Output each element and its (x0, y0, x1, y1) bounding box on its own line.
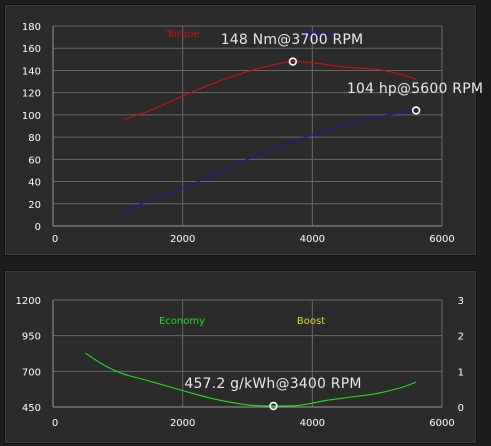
series-torque-line (124, 60, 417, 120)
x-tick-label: 4000 (300, 418, 325, 429)
x-tick-label: 0 (52, 234, 58, 245)
y-tick-label: 450 (22, 403, 41, 414)
y-tick-label: 700 (22, 367, 41, 378)
y-tick-label: 120 (22, 89, 41, 100)
y-tick-label: 160 (22, 44, 41, 55)
y-tick-label: 140 (22, 66, 41, 77)
x-tick-label: 6000 (429, 418, 454, 429)
y-tick-label: 950 (22, 332, 41, 343)
y2-tick-label: 3 (458, 296, 464, 307)
annotation-label: 104 hp@5600 RPM (347, 81, 483, 97)
annotation-marker (411, 106, 421, 115)
x-tick-label: 2000 (170, 418, 195, 429)
y2-tick-label: 1 (458, 367, 464, 378)
torque-power-panel: 0 20 40 60 80 100 120 140 160 180 0 2000 4000 6000 Tor… (4, 4, 483, 256)
torque-power-chart: 0 20 40 60 80 100 120 140 160 180 0 2000 4000 6000 Tor… (22, 22, 483, 245)
annotation-marker (288, 57, 298, 66)
x-tick-label: 4000 (300, 234, 325, 245)
y-tick-label: 180 (22, 22, 41, 33)
y2-tick-label: 2 (458, 332, 464, 343)
y2-tick-label: 0 (458, 403, 464, 414)
y-tick-label: 40 (28, 178, 41, 189)
series-economy-line (85, 352, 417, 407)
annotation-label: 457.2 g/kWh@3400 RPM (184, 376, 361, 392)
legend-economy: Economy (159, 316, 205, 327)
legend-torque: Torque (165, 29, 199, 40)
y-tick-label: 80 (28, 133, 41, 144)
economy-boost-chart: 450 700 950 1200 0 1 2 3 0 2000 4000 6000 Economy Boo… (16, 296, 464, 429)
annotation-marker (269, 401, 278, 411)
y-tick-label: 20 (28, 200, 41, 211)
legend-boost: Boost (297, 316, 325, 327)
series-power-line (124, 109, 417, 211)
x-tick-label: 0 (52, 418, 58, 429)
y-tick-label: 1200 (16, 296, 41, 307)
economy-boost-panel: 450 700 950 1200 0 1 2 3 0 2000 4000 6000 Economy Boo… (4, 270, 477, 444)
x-tick-label: 2000 (170, 234, 195, 245)
x-tick-label: 6000 (429, 234, 454, 245)
legend-power: Power (303, 29, 334, 40)
y-tick-label: 0 (35, 222, 41, 233)
annotation-label: 148 Nm@3700 RPM (221, 32, 364, 48)
y-tick-label: 60 (28, 155, 41, 166)
y-tick-label: 100 (22, 111, 41, 122)
